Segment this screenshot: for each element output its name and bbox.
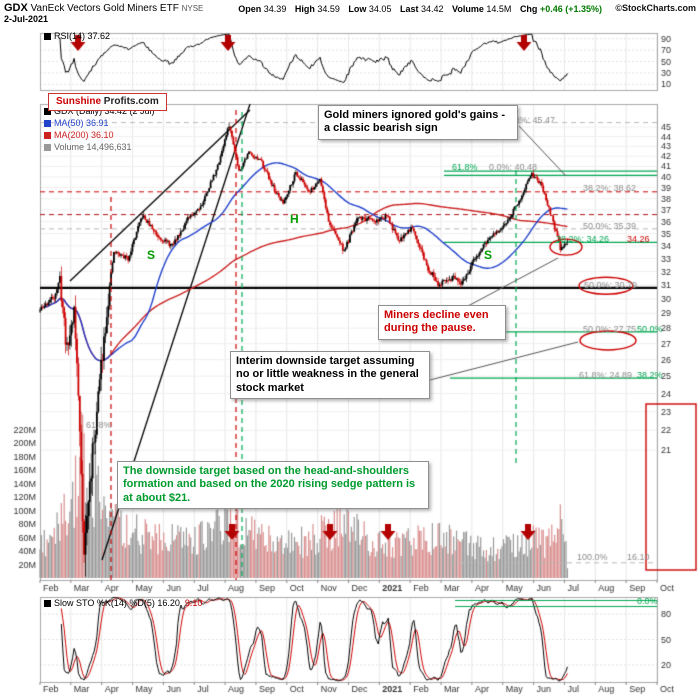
- head-letter: H: [290, 212, 299, 226]
- quote-open-label: Open: [238, 4, 262, 14]
- quote-low-value: 34.05: [368, 4, 392, 14]
- ticker-symbol: GDX: [4, 2, 28, 14]
- sunshine-profits-logo: Sunshine Profits.com: [48, 93, 167, 112]
- quote-chg-value: +0.46 (+1.35%): [539, 4, 602, 14]
- volume-legend-chip: [44, 144, 51, 151]
- stockcharts-credit: ©StockCharts.com: [615, 3, 696, 13]
- sunshine-logo-part1: Sunshine: [56, 96, 102, 107]
- quote-high-label: High: [294, 4, 315, 14]
- sto-label-d: 9.10: [184, 598, 203, 608]
- right-shoulder-letter: S: [484, 248, 493, 262]
- rsi-label: RSI(14) 37.62: [54, 31, 111, 41]
- quote-chg: Chg +0.46 (+1.35%): [520, 4, 602, 14]
- quote-chg-label: Chg: [519, 4, 538, 14]
- quote-last-label: Last: [399, 4, 419, 14]
- rsi-legend-chip: [44, 33, 51, 40]
- quote-summary: Open 34.39 High 34.59 Low 34.05 Last 34.…: [232, 4, 602, 14]
- callout-miners-decline: Miners decline even during the pause.: [378, 305, 506, 340]
- ma50-label: MA(50) 36.91: [54, 118, 109, 128]
- sto-legend: Slow STO %K(14) %D(5) 16.20, 9.10: [44, 598, 202, 608]
- callout-interim-target: Interim downside target assuming no or l…: [230, 351, 430, 400]
- quote-volume-value: 14.5M: [486, 4, 512, 14]
- quote-low: Low 34.05: [348, 4, 391, 14]
- callout-downside-target: The downside target based on the head-an…: [117, 461, 429, 510]
- header-title: GDX VanEck Vectors Gold Miners ETF NYSE: [4, 2, 203, 14]
- ticker-name: VanEck Vectors Gold Miners ETF: [30, 3, 179, 14]
- callout-gold-miners: Gold miners ignored gold's gains - a cla…: [318, 105, 518, 140]
- rsi-legend: RSI(14) 37.62: [44, 31, 110, 41]
- ma50-legend: MA(50) 36.91: [44, 118, 109, 128]
- ma200-legend: MA(200) 36.10: [44, 130, 114, 140]
- quote-last-value: 34.42: [421, 4, 444, 14]
- quote-volume: Volume 14.5M: [452, 4, 511, 14]
- quote-last: Last 34.42: [400, 4, 444, 14]
- ma200-label: MA(200) 36.10: [54, 130, 114, 140]
- left-shoulder-letter: S: [147, 248, 156, 262]
- sto-legend-chip: [44, 600, 51, 607]
- quote-high: High 34.59: [295, 4, 340, 14]
- ma50-legend-chip: [44, 120, 51, 127]
- volume-label: Volume 14,496,631: [54, 142, 132, 152]
- quote-volume-label: Volume: [452, 4, 484, 14]
- sto-label-k: Slow STO %K(14) %D(5) 16.20,: [54, 598, 183, 608]
- quote-open: Open 34.39: [238, 4, 286, 14]
- chart-date: 2-Jul-2021: [4, 14, 49, 24]
- quote-low-label: Low: [348, 4, 367, 14]
- quote-open-value: 34.39: [263, 4, 287, 14]
- volume-legend: Volume 14,496,631: [44, 142, 132, 152]
- quote-high-value: 34.59: [317, 4, 340, 14]
- price-legend-chip: [44, 108, 51, 115]
- ma200-legend-chip: [44, 132, 51, 139]
- sunshine-logo-part2: Profits.com: [103, 96, 159, 107]
- exchange-label: NYSE: [181, 4, 204, 13]
